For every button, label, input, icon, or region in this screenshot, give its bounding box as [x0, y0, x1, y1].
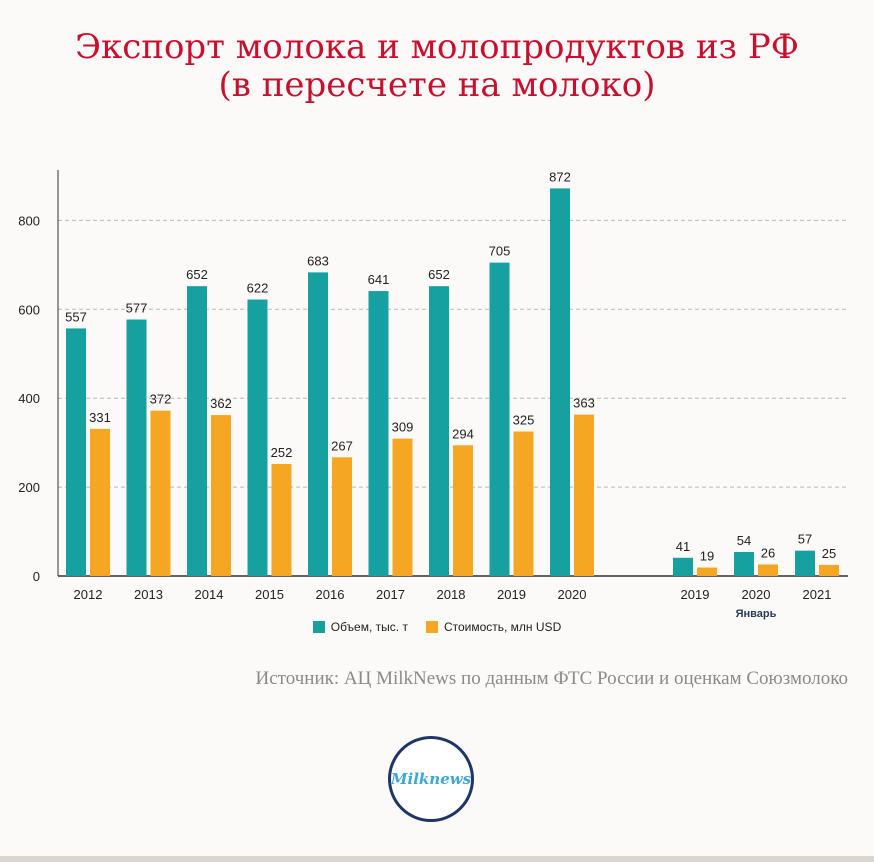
x-tick-label: 2020 [742, 587, 771, 602]
y-tick-label: 800 [18, 213, 40, 228]
y-tick-label: 600 [18, 302, 40, 317]
data-label-volume: 57 [798, 532, 812, 547]
data-label-volume: 683 [307, 253, 329, 268]
legend-label-cost: Стоимость, млн USD [443, 620, 562, 634]
y-tick-label: 400 [18, 391, 40, 406]
x-tick-label: 2015 [255, 587, 284, 602]
x-tick-label: 2019 [681, 587, 710, 602]
chart-title-line1: Экспорт молока и молопродуктов из РФ [74, 27, 799, 67]
bar-cost [574, 414, 594, 576]
bar-volume [66, 328, 86, 576]
data-label-volume: 557 [65, 309, 87, 324]
source-note: Источник: АЦ MilkNews по данным ФТС Росс… [255, 668, 848, 689]
data-label-cost: 363 [573, 396, 595, 411]
bar-cost [453, 445, 473, 576]
bar-volume [247, 299, 268, 576]
legend: Объем, тыс. т Стоимость, млн USD [0, 620, 874, 634]
data-label-volume: 641 [368, 272, 390, 287]
data-label-cost: 331 [89, 410, 111, 425]
bar-cost [392, 438, 413, 576]
logo-text: Milknews [390, 770, 472, 788]
x-tick-label: 2012 [74, 587, 103, 602]
x-tick-label: 2017 [376, 587, 405, 602]
x-tick-label: 2016 [316, 587, 345, 602]
data-label-volume: 41 [676, 539, 690, 554]
legend-swatch-volume [312, 621, 325, 633]
data-label-volume: 577 [126, 301, 148, 316]
legend-item-volume: Объем, тыс. т [312, 620, 408, 634]
y-tick-label: 0 [33, 569, 40, 584]
chart-title-line2: (в пересчете на молоко) [218, 65, 656, 105]
bar-volume [187, 286, 207, 576]
data-label-volume: 622 [247, 281, 269, 296]
data-label-cost: 252 [271, 445, 293, 460]
y-tick-label: 200 [18, 480, 40, 495]
bottom-bar [0, 856, 874, 862]
bar-volume [734, 551, 754, 576]
data-label-cost: 26 [761, 545, 775, 560]
bar-cost [819, 564, 839, 576]
x-tick-label: 2014 [195, 587, 224, 602]
legend-item-cost: Стоимость, млн USD [425, 620, 562, 634]
chart-title: Экспорт молока и молопродуктов из РФ (в … [0, 28, 874, 104]
bar-volume [126, 319, 147, 576]
data-label-cost: 325 [513, 413, 535, 428]
bar-cost [211, 415, 231, 576]
data-label-volume: 872 [549, 169, 571, 184]
legend-label-volume: Объем, тыс. т [330, 620, 408, 634]
january-group-label: Январь [736, 608, 777, 620]
bar-volume [795, 550, 815, 576]
data-label-volume: 705 [489, 244, 511, 259]
bar-volume [550, 188, 570, 576]
data-label-volume: 54 [737, 533, 751, 548]
bar-cost [150, 410, 171, 576]
bar-volume [368, 291, 389, 576]
data-label-volume: 652 [428, 267, 450, 282]
x-tick-label: 2020 [558, 587, 587, 602]
bar-cost [758, 564, 778, 576]
bar-cost [513, 431, 534, 576]
milknews-logo: Milknews [388, 736, 474, 822]
x-tick-label: 2013 [134, 587, 163, 602]
x-tick-label: 2021 [803, 587, 832, 602]
data-label-volume: 652 [186, 267, 208, 282]
bar-chart: 0 200 400 600 800 2012 557 331 2013 577 372 2014 652… [18, 169, 848, 620]
bar-cost [697, 567, 717, 576]
data-label-cost: 19 [700, 549, 714, 564]
bar-volume [429, 286, 449, 576]
data-label-cost: 309 [392, 420, 414, 435]
x-tick-label: 2018 [437, 587, 466, 602]
data-label-cost: 267 [331, 438, 353, 453]
data-label-cost: 25 [822, 546, 836, 561]
x-tick-label: 2019 [497, 587, 526, 602]
bar-volume [489, 262, 510, 576]
bar-cost [332, 457, 352, 576]
bar-volume [308, 272, 328, 576]
data-label-cost: 362 [210, 396, 232, 411]
bar-cost [90, 428, 110, 576]
bar-volume [673, 557, 693, 576]
data-label-cost: 294 [452, 426, 474, 441]
data-label-cost: 372 [150, 392, 172, 407]
legend-swatch-cost [425, 621, 438, 633]
bar-cost [271, 463, 292, 576]
